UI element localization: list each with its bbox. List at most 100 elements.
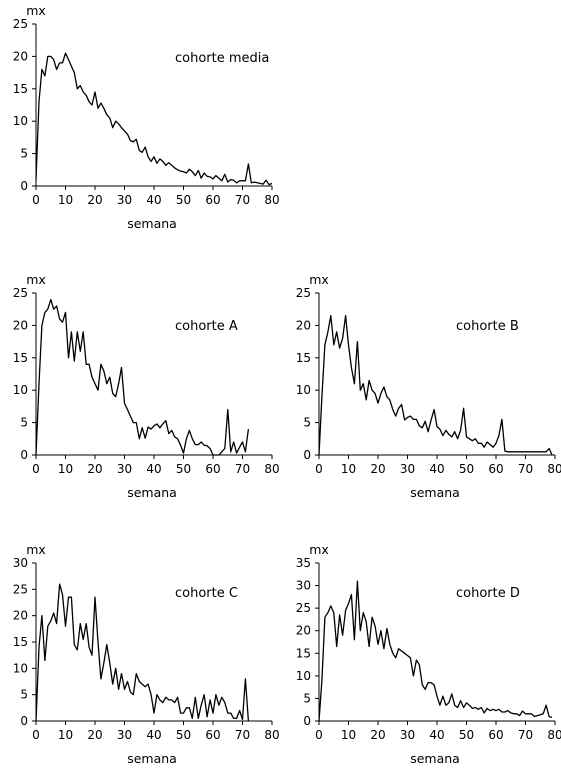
chart-3-title: cohorte B [456, 319, 519, 334]
chart-2-y-tick-label: 20 [13, 318, 28, 332]
chart-2-y-tick-label: 15 [13, 351, 28, 365]
chart-2-y-tick-label: 5 [20, 416, 28, 430]
chart-2-x-tick-label: 20 [87, 462, 102, 476]
chart-4-ylabel: mx [26, 542, 46, 557]
chart-3-xlabel: semana [410, 485, 460, 500]
chart-4-x-tick-label: 60 [205, 728, 220, 742]
chart-2-x-tick-label: 0 [32, 462, 40, 476]
chart-1-title: cohorte media [175, 51, 269, 66]
chart-2-x-tick-label: 50 [176, 462, 191, 476]
chart-1-x-tick-label: 0 [32, 193, 40, 207]
chart-5-x-tick-label: 20 [370, 728, 385, 742]
chart-5-x-tick-label: 80 [547, 728, 561, 742]
chart-3-x-tick-label: 10 [341, 462, 356, 476]
chart-2-x-tick-label: 40 [146, 462, 161, 476]
chart-1-x-tick-label: 30 [117, 193, 132, 207]
chart-2-y-tick-label: 0 [20, 448, 28, 462]
chart-4-x-tick-label: 40 [146, 728, 161, 742]
chart-4-x-tick-label: 30 [117, 728, 132, 742]
chart-1-x-tick-label: 70 [235, 193, 250, 207]
chart-5-y-tick-label: 20 [296, 624, 311, 638]
chart-5-xlabel: semana [410, 751, 460, 766]
chart-1-x-tick-label: 10 [58, 193, 73, 207]
chart-2-xlabel: semana [127, 485, 177, 500]
chart-3-x-tick-label: 30 [400, 462, 415, 476]
chart-4-x-tick-label: 10 [58, 728, 73, 742]
chart-4-y-tick-label: 30 [13, 556, 28, 570]
chart-5-x-tick-label: 50 [459, 728, 474, 742]
chart-5-x-tick-label: 60 [488, 728, 503, 742]
chart-3-x-tick-label: 0 [315, 462, 323, 476]
chart-3-x-tick-label: 20 [370, 462, 385, 476]
chart-5-ylabel: mx [309, 542, 329, 557]
chart-3-y-tick-label: 5 [303, 416, 311, 430]
chart-1-ylabel: mx [26, 3, 46, 18]
chart-4-y-tick-label: 25 [13, 582, 28, 596]
chart-panel-5: 0 5 10 15 20 25 30 35 0 10 20 30 40 50 60 70 80 mx semana c… [296, 542, 561, 766]
chart-1-y-tick-label: 10 [13, 114, 28, 128]
chart-5-x-tick-label: 30 [400, 728, 415, 742]
chart-2-x-tick-label: 60 [205, 462, 220, 476]
chart-1-y-tick-label: 20 [13, 49, 28, 63]
chart-3-x-tick-label: 80 [547, 462, 561, 476]
chart-2-x-tick-label: 30 [117, 462, 132, 476]
chart-4-y-tick-label: 15 [13, 635, 28, 649]
chart-1-series-line [35, 52, 273, 186]
chart-3-x-tick-label: 50 [459, 462, 474, 476]
chart-3-y-tick-label: 10 [296, 383, 311, 397]
chart-3-y-tick-label: 20 [296, 318, 311, 332]
chart-2-x-tick-label: 80 [264, 462, 279, 476]
chart-4-x-tick-label: 50 [176, 728, 191, 742]
chart-4-xlabel: semana [127, 751, 177, 766]
chart-5-y-tick-label: 5 [303, 691, 311, 705]
chart-3-series-line [318, 315, 553, 456]
chart-5-title: cohorte D [456, 586, 520, 601]
chart-5-y-tick-label: 10 [296, 669, 311, 683]
chart-2-ylabel: mx [26, 272, 46, 287]
chart-5-x-tick-label: 10 [341, 728, 356, 742]
chart-3-y-tick-label: 15 [296, 351, 311, 365]
chart-1-x-tick-label: 40 [146, 193, 161, 207]
chart-5-y-tick-label: 0 [303, 714, 311, 728]
chart-4-series-line [35, 583, 250, 722]
chart-5-y-tick-label: 35 [296, 556, 311, 570]
chart-4-y-tick-label: 20 [13, 609, 28, 623]
chart-1-xlabel: semana [127, 216, 177, 231]
chart-1-x-tick-label: 60 [205, 193, 220, 207]
chart-5-y-tick-label: 25 [296, 601, 311, 615]
chart-panel-3: 0 5 10 15 20 25 0 10 20 30 40 50 60 70 80 mx semana cohor… [296, 272, 561, 500]
chart-3-y-tick-label: 0 [303, 448, 311, 462]
chart-4-x-tick-label: 70 [235, 728, 250, 742]
chart-1-x-tick-label: 20 [87, 193, 102, 207]
chart-panel-4: 0 5 10 15 20 25 30 0 10 20 30 40 50 60 70 80 mx semana coh… [13, 542, 280, 766]
chart-2-y-tick-label: 10 [13, 383, 28, 397]
chart-5-y-tick-label: 15 [296, 646, 311, 660]
chart-3-x-tick-label: 40 [429, 462, 444, 476]
chart-1-y-tick-label: 5 [20, 147, 28, 161]
chart-2-y-tick-label: 25 [13, 286, 28, 300]
chart-4-title: cohorte C [175, 586, 238, 601]
chart-2-x-tick-label: 10 [58, 462, 73, 476]
chart-3-ylabel: mx [309, 272, 329, 287]
chart-1-x-tick-label: 50 [176, 193, 191, 207]
chart-1-y-tick-label: 25 [13, 17, 28, 31]
chart-1-x-tick-label: 80 [264, 193, 279, 207]
chart-5-y-tick-label: 30 [296, 579, 311, 593]
chart-3-x-tick-label: 70 [518, 462, 533, 476]
chart-3-x-tick-label: 60 [488, 462, 503, 476]
chart-panel-2: 0 5 10 15 20 25 0 10 20 30 40 50 60 70 80 mx semana cohor… [13, 272, 280, 500]
chart-3-y-tick-label: 25 [296, 286, 311, 300]
chart-4-y-tick-label: 0 [20, 714, 28, 728]
chart-2-series-line [35, 298, 250, 456]
chart-1-y-tick-label: 0 [20, 179, 28, 193]
chart-4-y-tick-label: 5 [20, 688, 28, 702]
chart-panel-1: 0 5 10 15 20 25 0 10 20 30 40 50 60 70 80 mx semana cohor… [13, 3, 280, 231]
chart-1-y-tick-label: 15 [13, 82, 28, 96]
chart-4-x-tick-label: 0 [32, 728, 40, 742]
chart-5-x-tick-label: 70 [518, 728, 533, 742]
chart-2-x-tick-label: 70 [235, 462, 250, 476]
chart-5-series-line [318, 580, 553, 722]
chart-4-y-tick-label: 10 [13, 661, 28, 675]
chart-5-x-tick-label: 40 [429, 728, 444, 742]
